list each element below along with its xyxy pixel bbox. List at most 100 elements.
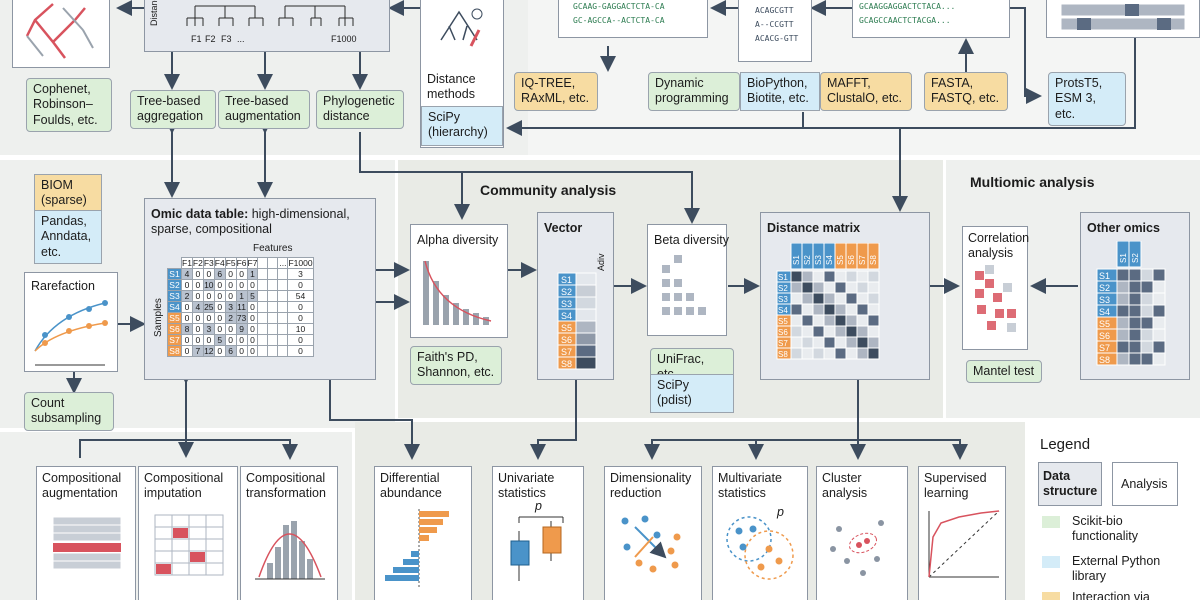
dm-cell [845, 325, 858, 338]
protst5-tag: ProtsT5, ESM 3, etc. [1048, 72, 1126, 126]
oo-row-label: S7 [1099, 343, 1110, 353]
comp-trans-icon [255, 521, 325, 580]
vector-sample-label: S6 [561, 335, 572, 345]
dm-cell [823, 336, 836, 349]
omic-cell [257, 268, 269, 280]
distance-matrix-title: Distance matrix [767, 221, 861, 235]
dm-cell [823, 325, 836, 338]
dm-cell [867, 347, 880, 360]
legend-blue-swatch [1042, 556, 1060, 568]
legend-external-label: External Python library [1072, 554, 1161, 583]
oo-cell [1140, 340, 1154, 354]
scipy-pdist-tag: SciPy (pdist) [650, 374, 734, 413]
dm-cell [834, 281, 847, 294]
oo-cell [1152, 268, 1166, 282]
tree-sketch-icon [25, 3, 94, 59]
distance-axis-label: Distance [149, 0, 159, 26]
dm-cell [790, 292, 803, 305]
omic-cell: 0 [246, 345, 259, 357]
diff-abund-box: Differential abundance [374, 466, 472, 600]
rarefaction-curve-icon [34, 300, 108, 366]
oo-cell [1140, 316, 1154, 330]
tree-label-f2: F2 [205, 34, 216, 44]
univariate-p: p [535, 499, 542, 513]
raw-seq-2: GCAGCCAACTCTACGA... [859, 16, 951, 25]
omic-cell: 54 [287, 290, 314, 302]
omic-cell [267, 301, 279, 313]
omic-col-header: F1000 [287, 257, 314, 269]
dm-col-label: S3 [814, 255, 823, 265]
align-seq-2: GC-AGCCA--ACTCTA-CA [573, 16, 665, 25]
omic-cell: 0 [287, 301, 314, 313]
omic-cell: 0 [235, 279, 248, 291]
tree-label-f1000: F1000 [331, 34, 357, 44]
omic-row-id: S1 [167, 268, 182, 280]
omic-cell: 10 [287, 323, 314, 335]
vector-title: Vector [544, 221, 583, 235]
omic-cell: 0 [181, 312, 193, 324]
dm-cell [823, 303, 836, 316]
omic-cell: 0 [246, 334, 259, 346]
vector-value-cell [575, 296, 597, 310]
omic-cell: 1 [246, 268, 259, 280]
align2-seq-2: A--CCGTT [755, 20, 794, 29]
omic-row-id: S4 [167, 301, 182, 313]
oo-cell [1128, 340, 1142, 354]
omic-row-id: S6 [167, 323, 182, 335]
omic-col-header: F3 [202, 257, 215, 269]
legend-green-swatch [1042, 516, 1060, 528]
phylo-distance-tag: Phylogenetic distance [316, 90, 404, 129]
vector-sample-label: S8 [561, 359, 572, 369]
omic-row-id: S3 [167, 290, 182, 302]
biopython-tag: BioPython, Biotite, etc. [740, 72, 820, 111]
supervised-title: Supervised learning [924, 471, 987, 500]
oo-cell [1152, 280, 1166, 294]
omic-cell: 0 [202, 312, 215, 324]
omic-col-header [257, 257, 269, 269]
beta-title: Beta diversity [654, 233, 730, 247]
dm-cell [834, 303, 847, 316]
omic-cell: 0 [224, 334, 237, 346]
omic-cell [257, 323, 269, 335]
omic-cell: 0 [191, 312, 204, 324]
cophenet-tag: Cophenet, Robinson–Foulds, etc. [26, 78, 112, 132]
dm-cell [834, 336, 847, 349]
dm-row-label: S5 [778, 317, 788, 326]
dm-cell [867, 281, 880, 294]
oo-cell [1128, 328, 1142, 342]
dm-cell [856, 347, 869, 360]
other-omics-box: Other omics S1 S2 S3 S4 S5 S6 S7 S8 S1 S2 [1080, 212, 1190, 380]
dm-cell [845, 303, 858, 316]
diff-abund-icon [385, 509, 449, 587]
dm-cell [801, 314, 814, 327]
omic-col-header: F5 [224, 257, 237, 269]
dm-cell [834, 292, 847, 305]
omic-cell [267, 290, 279, 302]
beta-box: Beta diversity [647, 224, 730, 336]
dm-row-label: S1 [778, 273, 788, 282]
oo-row-label: S4 [1099, 307, 1110, 317]
omic-col-header [267, 257, 279, 269]
iqtree-tag: IQ-TREE, RAxML, etc. [514, 72, 598, 111]
dm-cell [867, 314, 880, 327]
omic-cell: 0 [213, 290, 226, 302]
omic-cell: 0 [235, 334, 248, 346]
oo-cell [1128, 316, 1142, 330]
dm-cell [790, 314, 803, 327]
dm-cell [856, 336, 869, 349]
oo-col-header [1128, 241, 1142, 268]
mantel-tag: Mantel test [966, 360, 1042, 384]
omic-cell [257, 312, 269, 324]
multivariate-icon [726, 516, 794, 580]
omic-cell: 0 [213, 345, 226, 357]
alpha-title: Alpha diversity [417, 233, 499, 247]
omic-cell [277, 290, 289, 302]
dm-cell [845, 314, 858, 327]
vector-value-cell [575, 284, 597, 298]
other-omics-title: Other omics [1087, 221, 1160, 235]
legend-data-structure-label: Data structure [1043, 469, 1098, 498]
oo-row-label: S1 [1099, 271, 1110, 281]
omic-cell: 25 [202, 301, 215, 313]
samples-label: Samples [153, 298, 164, 337]
dm-cell [856, 281, 869, 294]
